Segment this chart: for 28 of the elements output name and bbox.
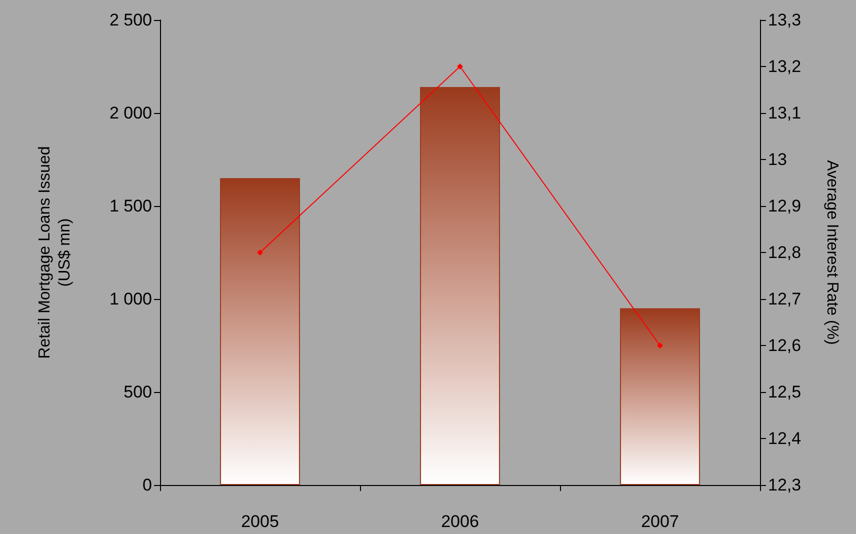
x-tick-label: 2007 <box>641 512 679 531</box>
y2-tick-label: 12,5 <box>768 382 802 402</box>
y2-tick-label: 12,3 <box>768 476 802 494</box>
x-tick-label: 2005 <box>241 512 279 531</box>
y-tick-label: 1 500 <box>109 196 152 216</box>
y-tick-label: 2 500 <box>109 10 152 30</box>
y2-tick-label: 12,7 <box>768 290 802 308</box>
y2-tick-label: 13,1 <box>768 104 802 122</box>
bar <box>220 178 300 485</box>
y-tick-label: 2 000 <box>109 104 152 122</box>
y2-tick-label: 13,3 <box>768 10 802 30</box>
y-tick-label: 500 <box>124 382 152 402</box>
bar <box>620 308 700 485</box>
y2-tick-label: 13,2 <box>768 57 802 76</box>
bar <box>420 86 500 485</box>
point <box>457 64 463 70</box>
y2-tick-label: 12,4 <box>768 429 802 448</box>
y2-tick-label: 12,9 <box>768 196 802 216</box>
y2-axis-title: Average Interest Rate (%) <box>824 160 840 345</box>
y-tick-label: 0 <box>142 476 152 494</box>
point <box>257 250 263 256</box>
y-axis-title: Retail Mortgage Loans Issued (US$ mn) <box>36 146 74 359</box>
y2-tick-label: 12,8 <box>768 243 802 262</box>
y2-tick-label: 12,6 <box>768 336 802 355</box>
x-tick-label: 2006 <box>441 512 479 531</box>
y-tick-label: 1 000 <box>109 290 152 308</box>
point <box>657 342 663 348</box>
y2-tick-label: 13 <box>768 150 787 169</box>
